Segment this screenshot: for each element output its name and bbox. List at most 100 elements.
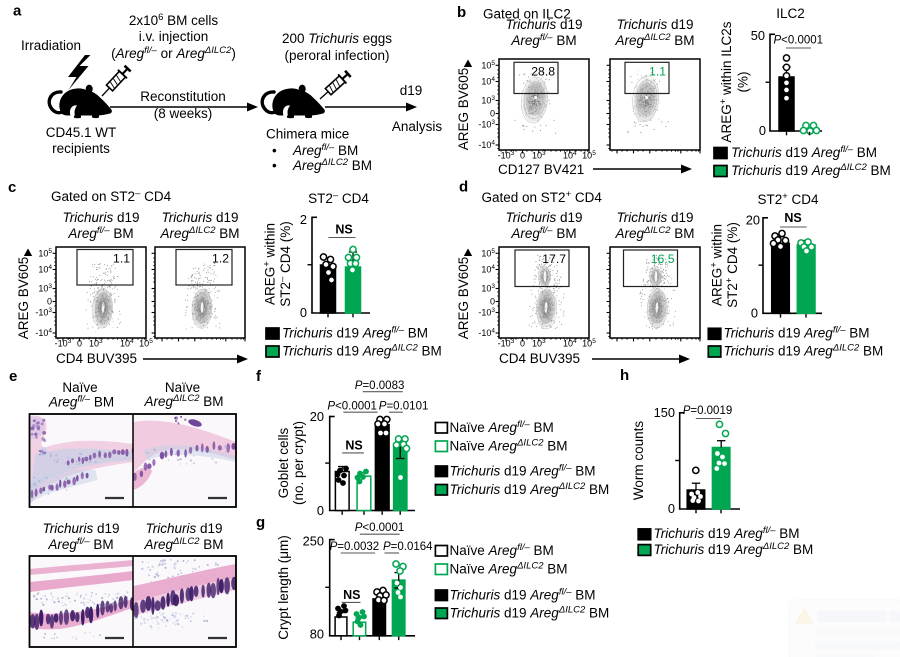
svg-text:Trichuris d19 Aregfl/–​ BM: Trichuris d19 Aregfl/–​ BM [731,144,877,160]
svg-text:AREG+​ within: AREG+​ within [262,223,278,305]
svg-text:ST2–​ CD4 (%): ST2–​ CD4 (%) [277,221,293,307]
svg-text:0: 0 [300,305,307,320]
svg-text:20: 20 [310,409,324,424]
svg-text:0: 0 [520,339,525,349]
svg-text:150: 150 [654,405,675,420]
svg-text:AregΔILC2​ BM: AregΔILC2​ BM [144,393,224,409]
svg-text:ILC2: ILC2 [776,6,805,21]
svg-text:Trichuris d19: Trichuris d19 [505,17,582,32]
svg-text:•: • [272,143,277,158]
svg-text:Trichuris d19: Trichuris d19 [616,17,693,32]
svg-text:0: 0 [668,501,675,516]
svg-text:0: 0 [490,109,495,119]
svg-text:Naïve AregΔILC2​ BM: Naïve AregΔILC2​ BM [450,438,568,454]
svg-text:50: 50 [751,28,765,43]
svg-text:NS: NS [335,223,352,237]
svg-text:(no. per crypt): (no. per crypt) [291,421,306,505]
svg-text:Aregfl/–​ BM: Aregfl/–​ BM [510,225,576,241]
svg-text:Goblet cells: Goblet cells [276,427,291,498]
svg-text:(%): (%) [736,72,751,93]
svg-text:Irradiation: Irradiation [21,38,81,53]
svg-text:0: 0 [759,123,766,138]
svg-text:CD4 BUV395: CD4 BUV395 [499,351,580,366]
svg-text:105​: 105​ [38,248,52,259]
svg-text:1.2: 1.2 [212,252,229,266]
svg-text:104​: 104​ [481,264,495,275]
svg-text:P<0.0001: P<0.0001 [774,35,824,47]
svg-text:103​: 103​ [532,338,546,349]
svg-text:Worm counts: Worm counts [631,421,646,501]
svg-text:Trichuris d19 AregΔILC2​ BM: Trichuris d19 AregΔILC2​ BM [450,605,610,621]
svg-text:Trichuris d19 Aregfl/–​ BM: Trichuris d19 Aregfl/–​ BM [450,587,596,603]
svg-text:105​: 105​ [139,338,153,349]
svg-text:Naïve AregΔILC2​ BM: Naïve AregΔILC2​ BM [450,561,568,577]
svg-text:-104​: -104​ [35,328,52,339]
svg-text:Trichuris d19 Aregfl/–​ BM: Trichuris d19 Aregfl/–​ BM [724,325,870,341]
svg-text:Trichuris d19: Trichuris d19 [616,210,693,225]
svg-text:ST2+​ CD4: ST2+​ CD4 [757,191,819,207]
svg-text:h: h [620,367,629,384]
svg-text:-103​: -103​ [55,338,72,349]
svg-text:AREG BV605: AREG BV605 [456,68,471,151]
svg-text:Trichuris d19 AregΔILC2​ BM: Trichuris d19 AregΔILC2​ BM [731,162,891,178]
svg-text:a: a [13,3,22,20]
svg-text:-104​: -104​ [478,328,495,339]
svg-text:104​: 104​ [481,76,495,87]
svg-text:-103​: -103​ [478,119,495,130]
svg-text:Trichuris d19 Aregfl/–​ BM: Trichuris d19 Aregfl/–​ BM [282,325,428,341]
svg-text:1.1: 1.1 [113,252,130,266]
svg-text:P=0.0101: P=0.0101 [379,401,429,413]
svg-text:Gated on ST2+​ CD4: Gated on ST2+​ CD4 [482,189,603,205]
svg-text:20: 20 [746,213,760,228]
svg-text:(peroral infection): (peroral infection) [284,48,389,63]
svg-text:Trichuris d19: Trichuris d19 [42,521,119,536]
svg-text:0: 0 [317,503,324,518]
svg-text:104​: 104​ [563,338,577,349]
svg-text:Naïve: Naïve [62,380,97,395]
svg-text:AregΔILC2​ BM: AregΔILC2​ BM [144,536,224,552]
svg-text:AREG BV605: AREG BV605 [16,257,31,340]
svg-text:P=0.0083: P=0.0083 [355,380,405,392]
svg-text:P=0.0019: P=0.0019 [683,405,733,417]
svg-text:0: 0 [520,151,525,161]
svg-text:NS: NS [343,588,360,602]
svg-text:Trichuris d19: Trichuris d19 [505,210,582,225]
svg-text:104​: 104​ [563,150,577,161]
svg-text:Gated on ILC2: Gated on ILC2 [483,7,571,22]
svg-text:1.1: 1.1 [649,64,666,78]
svg-text:103​: 103​ [89,338,103,349]
svg-text:0: 0 [751,305,758,320]
svg-text:-103​: -103​ [478,307,495,318]
svg-text:Naïve: Naïve [165,380,200,395]
svg-text:AREG+​ within ILC2s: AREG+​ within ILC2s [718,21,734,142]
svg-text:Trichuris d19 AregΔILC2​ BM: Trichuris d19 AregΔILC2​ BM [450,481,610,497]
svg-text:i.v. injection: i.v. injection [139,29,209,44]
svg-text:104​: 104​ [38,264,52,275]
svg-text:-103​: -103​ [498,150,515,161]
svg-text:d: d [459,179,468,196]
svg-text:(Aregfl/–​ or AregΔILC2​): (Aregfl/–​ or AregΔILC2​) [111,45,236,61]
svg-text:28.8: 28.8 [531,64,555,78]
svg-text:b: b [457,4,466,21]
svg-text:c: c [8,179,16,196]
svg-text:Analysis: Analysis [392,119,443,134]
svg-text:Aregfl/–​ BM: Aregfl/–​ BM [67,225,133,241]
svg-text:Gated on ST2–​ CD4: Gated on ST2–​ CD4 [51,188,172,204]
svg-text:Aregfl/–​ BM: Aregfl/–​ BM [48,394,114,410]
svg-text:Crypt length (μm): Crypt length (μm) [276,535,291,640]
svg-text:g: g [256,514,265,531]
svg-text:Trichuris d19: Trichuris d19 [62,210,139,225]
svg-text:NS: NS [784,211,801,225]
svg-text:105​: 105​ [582,150,596,161]
svg-text:105​: 105​ [481,248,495,259]
svg-text:•: • [272,158,277,173]
svg-text:2: 2 [300,212,307,227]
svg-text:0: 0 [77,339,82,349]
svg-text:Naïve Aregfl/–​ BM: Naïve Aregfl/–​ BM [450,542,554,558]
svg-text:AREG BV605: AREG BV605 [456,257,471,340]
svg-text:d19: d19 [400,83,423,98]
svg-text:Naïve Aregfl/–​ BM: Naïve Aregfl/–​ BM [450,419,554,435]
svg-text:80: 80 [310,627,324,642]
svg-text:NS: NS [345,438,362,452]
svg-text:103​: 103​ [481,95,495,106]
